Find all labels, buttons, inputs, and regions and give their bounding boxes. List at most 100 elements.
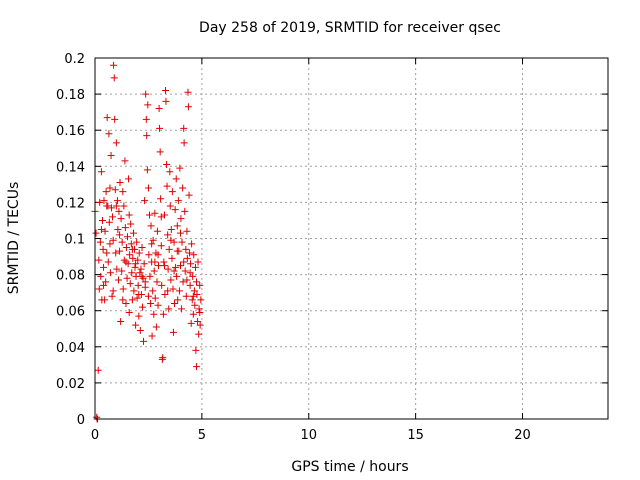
data-point: [106, 269, 114, 277]
data-point: [107, 151, 115, 159]
data-point: [167, 236, 175, 244]
data-point: [141, 278, 149, 286]
data-point: [164, 287, 172, 295]
data-point: [175, 287, 183, 295]
data-point: [197, 296, 205, 304]
data-point: [140, 337, 148, 345]
data-point: [107, 204, 115, 212]
data-point: [187, 319, 195, 327]
data-point: [129, 229, 137, 237]
data-point: [179, 184, 187, 192]
data-point: [106, 240, 114, 248]
data-point: [95, 256, 103, 264]
data-point: [184, 88, 192, 96]
data-point: [179, 278, 187, 286]
data-point: [139, 274, 147, 282]
data-point: [151, 209, 159, 217]
data-point: [171, 206, 179, 214]
data-point: [190, 251, 198, 259]
data-point: [166, 202, 174, 210]
data-point: [117, 318, 125, 326]
data-point: [116, 247, 124, 255]
data-point: [170, 238, 178, 246]
data-point: [133, 294, 141, 302]
data-point: [150, 310, 158, 318]
data-point: [159, 354, 167, 362]
data-point: [103, 114, 111, 122]
y-tick-label: 0.2: [64, 52, 85, 67]
data-point: [145, 251, 153, 259]
data-point: [151, 258, 159, 266]
data-point: [146, 211, 154, 219]
data-point: [127, 240, 135, 248]
data-point: [164, 231, 172, 239]
data-point: [144, 101, 152, 109]
data-point: [125, 211, 133, 219]
data-point: [102, 278, 110, 286]
data-point: [154, 262, 162, 270]
y-tick-label: 0: [77, 413, 85, 428]
data-point: [113, 197, 121, 205]
data-point: [156, 148, 164, 156]
data-point: [137, 265, 145, 273]
data-point: [118, 267, 126, 275]
data-point: [150, 267, 158, 275]
data-point: [193, 363, 201, 371]
data-point: [135, 249, 143, 257]
data-point: [134, 256, 142, 264]
data-point: [103, 249, 111, 257]
data-point: [109, 287, 117, 295]
data-point: [125, 309, 133, 317]
data-point: [189, 310, 197, 318]
data-point: [173, 222, 181, 230]
x-tick-label: 0: [91, 428, 99, 443]
data-point: [194, 258, 202, 266]
data-point: [173, 272, 181, 280]
data-point: [184, 103, 192, 111]
data-point: [162, 86, 170, 94]
data-point: [196, 281, 204, 289]
data-point: [125, 175, 133, 183]
y-tick-label: 0.02: [56, 377, 85, 392]
data-point: [160, 258, 168, 266]
data-point: [161, 290, 169, 298]
y-tick-label: 0.18: [56, 88, 85, 103]
y-tick-label: 0.04: [56, 341, 85, 356]
data-point: [126, 251, 134, 259]
y-tick-label: 0.14: [56, 160, 85, 175]
data-point: [194, 318, 202, 326]
data-point: [96, 198, 104, 206]
data-point: [131, 263, 139, 271]
data-point: [100, 263, 108, 271]
y-tick-label: 0.1: [64, 233, 85, 248]
data-point: [193, 278, 201, 286]
data-point: [188, 240, 196, 248]
data-point: [185, 249, 193, 257]
data-point: [160, 211, 168, 219]
data-point: [130, 287, 138, 295]
data-point: [169, 285, 177, 293]
data-point: [148, 332, 156, 340]
data-point: [163, 160, 171, 168]
data-point: [105, 218, 113, 226]
data-point: [183, 254, 191, 262]
data-point: [128, 245, 136, 253]
data-point: [180, 139, 188, 147]
data-point: [140, 260, 148, 268]
data-point: [115, 207, 123, 215]
data-point: [149, 236, 157, 244]
data-point: [157, 242, 165, 250]
data-point: [136, 269, 144, 277]
data-point: [138, 272, 146, 280]
data-point: [148, 240, 156, 248]
data-point: [112, 202, 120, 210]
y-axis-label: SRMTID / TECUs: [6, 182, 22, 295]
data-point: [122, 258, 130, 266]
data-point: [146, 272, 154, 280]
data-point: [155, 105, 163, 113]
data-point: [136, 327, 144, 335]
data-point: [195, 330, 203, 338]
data-point: [99, 245, 107, 253]
data-point: [102, 188, 110, 196]
